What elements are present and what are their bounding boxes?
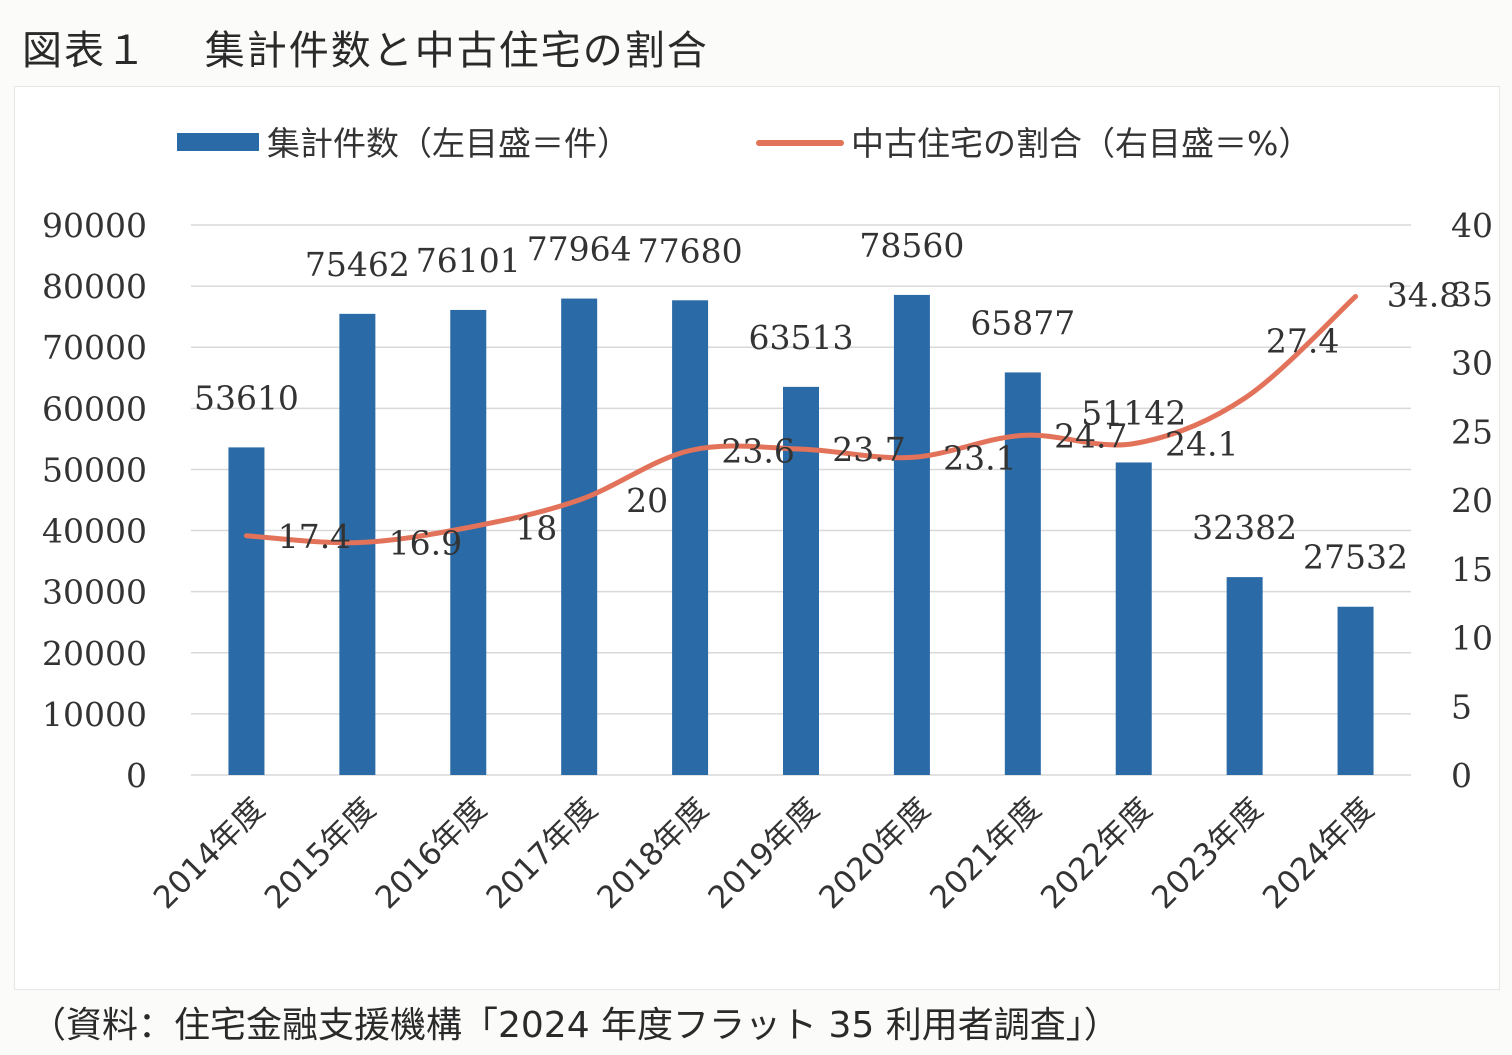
bar (893, 294, 930, 775)
bar (1115, 462, 1152, 775)
x-tick-label: 2017年度 (480, 791, 605, 916)
y-right-tick-label: 35 (1451, 275, 1493, 314)
bar (561, 298, 598, 775)
line-value-label: 18 (515, 509, 557, 548)
line-value-label: 24.7 (1054, 416, 1127, 455)
line-value-label: 34.8 (1387, 276, 1460, 315)
legend-line-label: 中古住宅の割合（右目盛＝%） (851, 124, 1311, 163)
y-left-tick-label: 70000 (42, 328, 147, 367)
y-right-tick-label: 0 (1451, 756, 1472, 795)
y-axis-left: 0 10000 20000 30000 40000 50000 60000 70000 8000… (42, 206, 147, 795)
y-right-tick-label: 10 (1451, 619, 1493, 658)
bar-value-label: 27532 (1303, 538, 1408, 577)
line-value-label: 23.1 (943, 438, 1016, 477)
bar-value-label: 75462 (305, 245, 410, 284)
x-tick-label: 2014年度 (147, 791, 272, 916)
y-right-tick-label: 25 (1451, 412, 1493, 451)
line-value-label: 27.4 (1266, 321, 1339, 360)
y-left-tick-label: 0 (126, 756, 147, 795)
x-tick-label: 2024年度 (1256, 791, 1381, 916)
x-axis: 2014年度2015年度2016年度2017年度2018年度2019年度2020… (147, 791, 1381, 916)
line-data-labels: 17.4 16.9 18 20 23.6 23.7 23.1 24.7 24.1 27.4 34.8 (278, 276, 1461, 563)
figure-title: 図表１ 集計件数と中古住宅の割合 (22, 28, 709, 74)
chart-legend: 集計件数（左目盛＝件） 中古住宅の割合（右目盛＝%） (177, 124, 1311, 163)
chart-container: 集計件数（左目盛＝件） 中古住宅の割合（右目盛＝%） 0 10000 20000 300… (14, 86, 1500, 990)
bar (228, 447, 265, 775)
y-left-tick-label: 30000 (42, 573, 147, 612)
bar-value-label: 77680 (638, 231, 743, 270)
line-series (243, 294, 1359, 546)
bar (1337, 606, 1374, 775)
y-left-tick-label: 60000 (42, 389, 147, 428)
y-right-tick-label: 5 (1451, 687, 1472, 726)
combo-chart: 集計件数（左目盛＝件） 中古住宅の割合（右目盛＝%） 01000020000300… (42, 124, 1493, 916)
line-value-label: 20 (626, 481, 668, 520)
y-axis-right: 0 5 10 15 20 25 30 35 40 (1451, 206, 1493, 795)
bar-data-labels: 53610 75462 76101 77964 77680 63513 7856065877… (194, 226, 1408, 577)
bar-value-label: 78560 (859, 226, 964, 265)
x-tick-label: 2016年度 (369, 791, 494, 916)
bar (1226, 577, 1263, 775)
legend-bar-label: 集計件数（左目盛＝件） (267, 124, 630, 163)
y-left-tick-label: 20000 (42, 634, 147, 673)
bar-value-label: 63513 (749, 318, 854, 357)
bar (1004, 372, 1041, 775)
bar-value-label: 65877 (970, 303, 1075, 342)
x-tick-label: 2020年度 (812, 791, 937, 916)
x-tick-label: 2022年度 (1034, 791, 1159, 916)
y-left-tick-label: 10000 (42, 695, 147, 734)
line-value-label: 24.1 (1165, 425, 1238, 464)
x-tick-label: 2019年度 (701, 791, 826, 916)
line-value-label: 17.4 (278, 517, 351, 556)
y-right-tick-label: 20 (1451, 481, 1493, 520)
y-right-tick-label: 15 (1451, 550, 1493, 589)
bar (672, 300, 709, 775)
bar-value-label: 32382 (1192, 508, 1297, 547)
bar-value-label: 53610 (194, 378, 299, 417)
source-note: （資料：住宅金融支援機構「2024 年度フラット 35 利用者調査」） (30, 1005, 1120, 1046)
x-tick-label: 2018年度 (590, 791, 715, 916)
x-tick-label: 2015年度 (258, 791, 383, 916)
line-value-label: 16.9 (389, 524, 462, 563)
line-value-label: 23.7 (832, 430, 905, 469)
bar-value-label: 77964 (527, 230, 632, 269)
legend-bar-swatch (177, 133, 259, 151)
line-path (243, 294, 1359, 546)
y-right-tick-label: 40 (1451, 206, 1493, 245)
bar-value-label: 51142 (1081, 393, 1186, 432)
y-left-tick-label: 50000 (42, 450, 147, 489)
y-right-tick-label: 30 (1451, 344, 1493, 383)
line-value-label: 23.6 (721, 432, 794, 471)
y-left-tick-label: 40000 (42, 512, 147, 551)
bar-value-label: 76101 (416, 241, 521, 280)
x-tick-label: 2023年度 (1145, 791, 1270, 916)
bar (450, 309, 487, 775)
y-left-tick-label: 80000 (42, 267, 147, 306)
x-tick-label: 2021年度 (923, 791, 1048, 916)
y-left-tick-label: 90000 (42, 206, 147, 245)
